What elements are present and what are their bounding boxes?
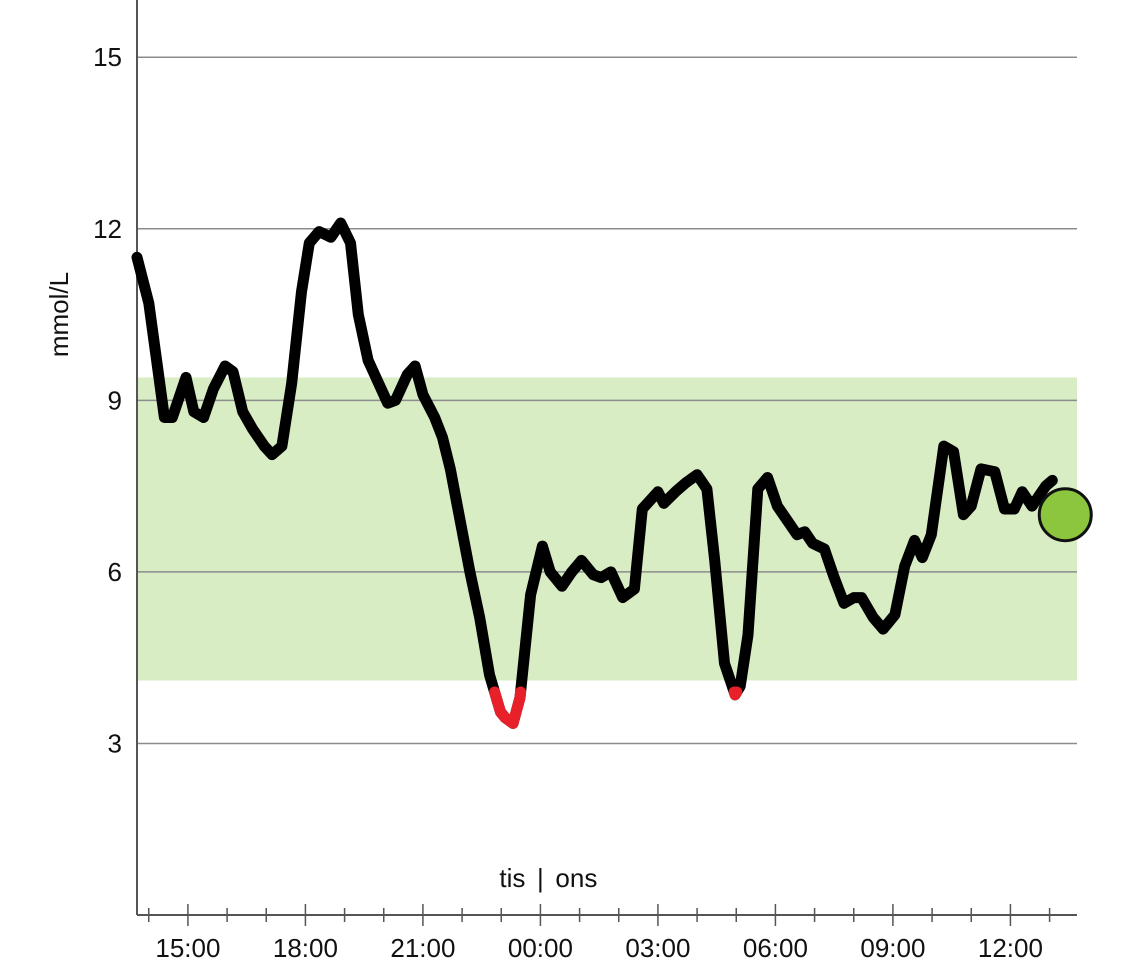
x-tick-label-0300: 03:00: [625, 933, 690, 963]
y-tick-label-12: 12: [93, 214, 122, 244]
low-segment-2: [728, 686, 743, 701]
x-tick-label-0600: 06:00: [743, 933, 808, 963]
y-tick-label-6: 6: [108, 557, 122, 587]
y-axis-label: mmol/L: [44, 272, 74, 357]
x-tick-label-1200: 12:00: [978, 933, 1043, 963]
glucose-line: [131, 217, 1058, 729]
y-tick-label-3: 3: [108, 728, 122, 758]
x-tick-label-1800: 18:00: [273, 933, 338, 963]
x-tick-label-0900: 09:00: [860, 933, 925, 963]
y-tick-label-9: 9: [108, 385, 122, 415]
target-range-band: [137, 377, 1077, 681]
current-glucose-marker: [1037, 487, 1093, 543]
day-divider: tis | ons: [499, 863, 597, 893]
day-label-right: ons: [555, 863, 597, 893]
y-tick-label-15: 15: [93, 42, 122, 72]
low-segment-1: [489, 686, 527, 729]
day-label-left: tis: [499, 863, 525, 893]
glucose-series: [131, 217, 1058, 729]
x-tick-label-0000: 00:00: [508, 933, 573, 963]
x-tick-label-1500: 15:00: [155, 933, 220, 963]
grid-lines: [137, 56, 1077, 745]
x-tick-label-2100: 21:00: [390, 933, 455, 963]
current-marker-layer: [1037, 487, 1093, 543]
axes: 3 6 9 12 15 15:00 18:00 21:00 00:00 03:00 06:00 09:…: [93, 0, 1077, 963]
day-separator: |: [537, 863, 544, 893]
